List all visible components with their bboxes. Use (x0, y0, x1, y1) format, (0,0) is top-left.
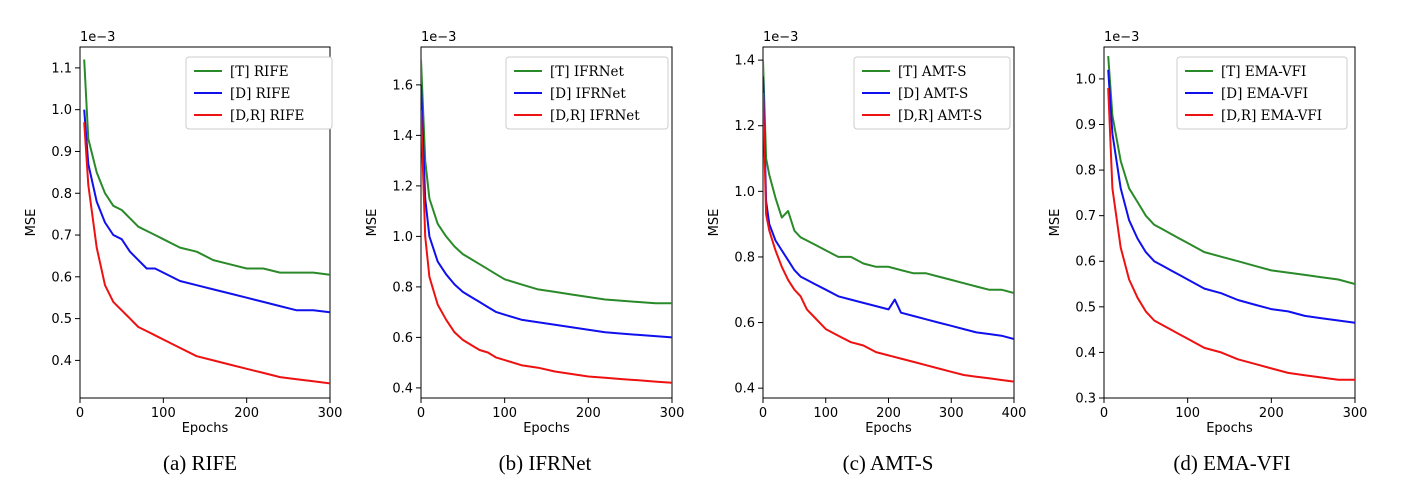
y-tick-label: 1.2 (734, 119, 755, 134)
legend-entry: [D] EMA-VFI (1221, 86, 1308, 102)
y-tick-label: 1.0 (51, 103, 72, 118)
series-line-1 (1107, 56, 1355, 285)
legend-box (1176, 56, 1348, 130)
y-tick-label: 1.1 (51, 61, 72, 76)
series-line-2 (763, 76, 1014, 340)
series-line-3 (421, 110, 672, 384)
y-tick-label: 0.6 (392, 331, 413, 346)
series-line-3 (763, 92, 1014, 383)
y-tick-label: 0.9 (51, 145, 72, 160)
y-axis-label: MSE (24, 209, 39, 237)
y-tick-label: 1.4 (392, 129, 413, 144)
y-tick-label: 1.2 (392, 179, 413, 194)
y-tick-label: 0.6 (734, 316, 755, 331)
y-tick-label: 0.4 (1075, 346, 1096, 361)
x-tick-label: 0 (759, 406, 767, 421)
series-line-3 (1107, 87, 1355, 381)
y-offset-label: 1e−3 (80, 30, 115, 45)
panel-caption: (a) RIFE (163, 451, 237, 475)
chart-panel-1: 0 100 200 300 0.4 0.5 0.6 0.7 0.8 0.9 1.0 1.1 1e−3 Ep… (24, 30, 342, 475)
y-tick-label: 1.0 (1075, 72, 1096, 87)
y-offset-label: 1e−3 (421, 30, 456, 45)
panel-caption: (c) AMT-S (843, 451, 934, 475)
x-tick-label: 100 (813, 406, 838, 421)
y-tick-label: 0.7 (1075, 209, 1096, 224)
series-line-2 (421, 84, 672, 339)
y-axis-label: MSE (707, 209, 722, 237)
y-axis-label: MSE (1048, 209, 1063, 237)
y-tick-label: 1.6 (392, 78, 413, 93)
x-tick-label: 100 (151, 406, 176, 421)
y-tick-label: 0.8 (734, 250, 755, 265)
legend-entry: [D] AMT-S (898, 86, 968, 102)
chart-panel-2: 0 100 200 300 0.4 0.6 0.8 1.0 1.2 1.4 1.6 1e−3 Epoch… (365, 30, 684, 475)
legend-entry: [D,R] AMT-S (898, 108, 982, 124)
legend-box (853, 56, 1011, 130)
x-tick-label: 200 (576, 406, 601, 421)
legend-entry: [T] EMA-VFI (1221, 64, 1306, 80)
legend-box (185, 56, 333, 130)
y-tick-label: 0.9 (1075, 118, 1096, 133)
y-tick-label: 0.4 (392, 381, 413, 396)
series-line-3 (83, 122, 330, 385)
axes-frame (1103, 46, 1356, 399)
y-tick-label: 0.7 (51, 229, 72, 244)
y-offset-label: 1e−3 (763, 30, 798, 45)
y-tick-label: 1.4 (734, 54, 755, 69)
legend-entry: [T] IFRNet (550, 64, 624, 80)
y-tick-label: 0.5 (51, 312, 72, 327)
x-tick-label: 200 (876, 406, 901, 421)
series-line-2 (83, 109, 330, 314)
x-axis-label: Epochs (523, 421, 570, 436)
legend-entry: [D] IFRNet (550, 86, 626, 102)
x-tick-label: 300 (660, 406, 685, 421)
legend-box (505, 56, 669, 130)
legend-entry: [D,R] RIFE (230, 108, 304, 124)
series-line-1 (421, 59, 672, 305)
legend-entry: [T] AMT-S (898, 64, 966, 80)
legend-entry: [D,R] IFRNet (550, 108, 640, 124)
x-tick-label: 200 (1259, 406, 1284, 421)
axes-frame (79, 46, 331, 399)
x-tick-label: 0 (1100, 406, 1108, 421)
x-tick-label: 0 (417, 406, 425, 421)
axes-frame (420, 46, 673, 399)
y-tick-label: 1.0 (734, 185, 755, 200)
y-tick-label: 0.4 (734, 382, 755, 397)
y-tick-label: 1.0 (392, 230, 413, 245)
x-tick-label: 400 (1002, 406, 1027, 421)
panel-caption: (b) IFRNet (499, 451, 592, 475)
y-axis-label: MSE (365, 209, 380, 237)
legend-entry: [D] RIFE (230, 86, 290, 102)
x-tick-label: 100 (492, 406, 517, 421)
x-tick-label: 300 (318, 406, 343, 421)
series-line-1 (83, 59, 330, 276)
y-tick-label: 0.8 (1075, 164, 1096, 179)
chart-panel-3: 0 100 200 300 400 0.4 0.6 0.8 1.0 1.2 1.4 1e−3 Epoch… (707, 30, 1026, 475)
y-offset-label: 1e−3 (1104, 30, 1139, 45)
series-line-2 (1107, 69, 1355, 324)
x-tick-label: 300 (1343, 406, 1368, 421)
chart-panel-4: 0 100 200 300 0.3 0.4 0.5 0.6 0.7 0.8 0.9 1.0 1e−3 Ep… (1048, 30, 1367, 475)
x-tick-label: 200 (234, 406, 259, 421)
x-axis-label: Epochs (1206, 421, 1253, 436)
x-tick-label: 100 (1175, 406, 1200, 421)
series-line-1 (763, 60, 1014, 294)
legend-entry: [T] RIFE (230, 64, 289, 80)
legend-entry: [D,R] EMA-VFI (1221, 108, 1322, 124)
x-tick-label: 0 (76, 406, 84, 421)
y-tick-label: 0.8 (392, 280, 413, 295)
x-tick-label: 300 (939, 406, 964, 421)
panel-caption: (d) EMA-VFI (1173, 451, 1290, 475)
y-tick-label: 0.4 (51, 354, 72, 369)
x-axis-label: Epochs (182, 421, 229, 436)
y-tick-label: 0.6 (51, 270, 72, 285)
x-axis-label: Epochs (865, 421, 912, 436)
y-tick-label: 0.3 (1075, 392, 1096, 407)
y-tick-label: 0.5 (1075, 300, 1096, 315)
y-tick-label: 0.8 (51, 187, 72, 202)
y-tick-label: 0.6 (1075, 255, 1096, 270)
